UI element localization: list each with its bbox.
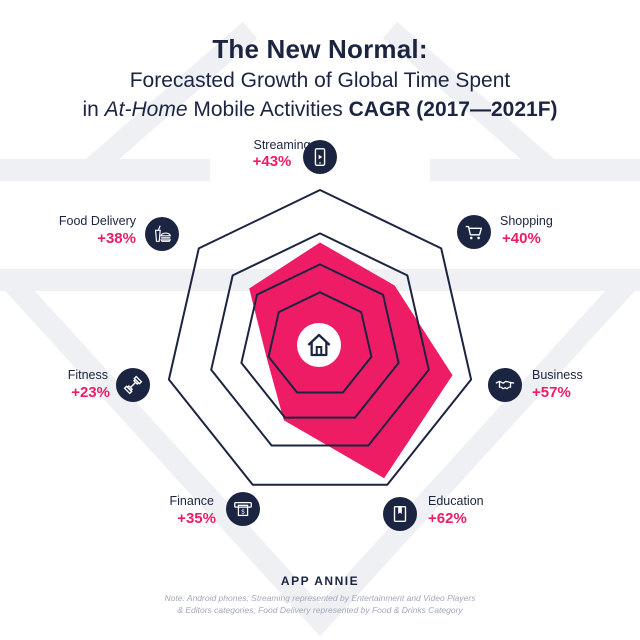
footnote-line1: Note: Android phones; Streaming represen… — [164, 593, 476, 603]
book-icon — [383, 497, 417, 531]
category-label-education: Education — [428, 494, 484, 508]
value-label-streaming: +43% — [252, 153, 292, 170]
svg-text:$: $ — [241, 508, 245, 516]
grid-ring — [267, 291, 373, 394]
category-label-finance: Finance — [169, 494, 214, 508]
grid-ring — [240, 263, 400, 419]
chart-subtitle-line1: Forecasted Growth of Global Time Spent — [129, 69, 511, 92]
category-label-business: Business — [532, 368, 583, 382]
data-area — [249, 242, 453, 479]
value-label-food-delivery: +38% — [97, 230, 136, 247]
shopping-cart-icon — [457, 215, 491, 249]
category-label-streaming: Streaming — [253, 138, 311, 152]
value-label-business: +57% — [532, 384, 571, 401]
chart-subtitle-line2: in At-Home Mobile Activities CAGR (2017—… — [0, 96, 640, 123]
subtitle-italic: At-Home — [104, 98, 188, 121]
dumbbell-icon — [116, 368, 150, 402]
footnote: Note: Android phones; Streaming represen… — [0, 592, 640, 616]
subtitle-bold: CAGR (2017—2021F) — [348, 98, 558, 121]
handshake-icon — [488, 368, 522, 402]
subtitle-prefix: in — [82, 98, 99, 121]
value-label-fitness: +23% — [71, 384, 110, 401]
brand-name: APP ANNIE — [280, 574, 360, 588]
category-label-fitness: Fitness — [67, 368, 108, 382]
category-label-food-delivery: Food Delivery — [58, 214, 136, 228]
grid-ring — [167, 189, 473, 486]
phone-play-icon — [303, 140, 337, 174]
value-label-shopping: +40% — [502, 230, 541, 247]
grid-ring — [210, 232, 430, 447]
chart-title: The New Normal: — [212, 34, 428, 64]
footnote-line2: & Editors categories; Food Delivery repr… — [177, 605, 463, 615]
value-label-education: +62% — [428, 510, 467, 527]
food-drink-icon — [145, 217, 179, 251]
atm-cash-icon: $ — [226, 492, 260, 526]
subtitle-mid: Mobile Activities — [193, 98, 343, 121]
category-label-shopping: Shopping — [500, 214, 553, 228]
value-label-finance: +35% — [177, 510, 216, 527]
home-icon — [297, 323, 341, 367]
header: The New Normal: Forecasted Growth of Glo… — [0, 34, 640, 123]
